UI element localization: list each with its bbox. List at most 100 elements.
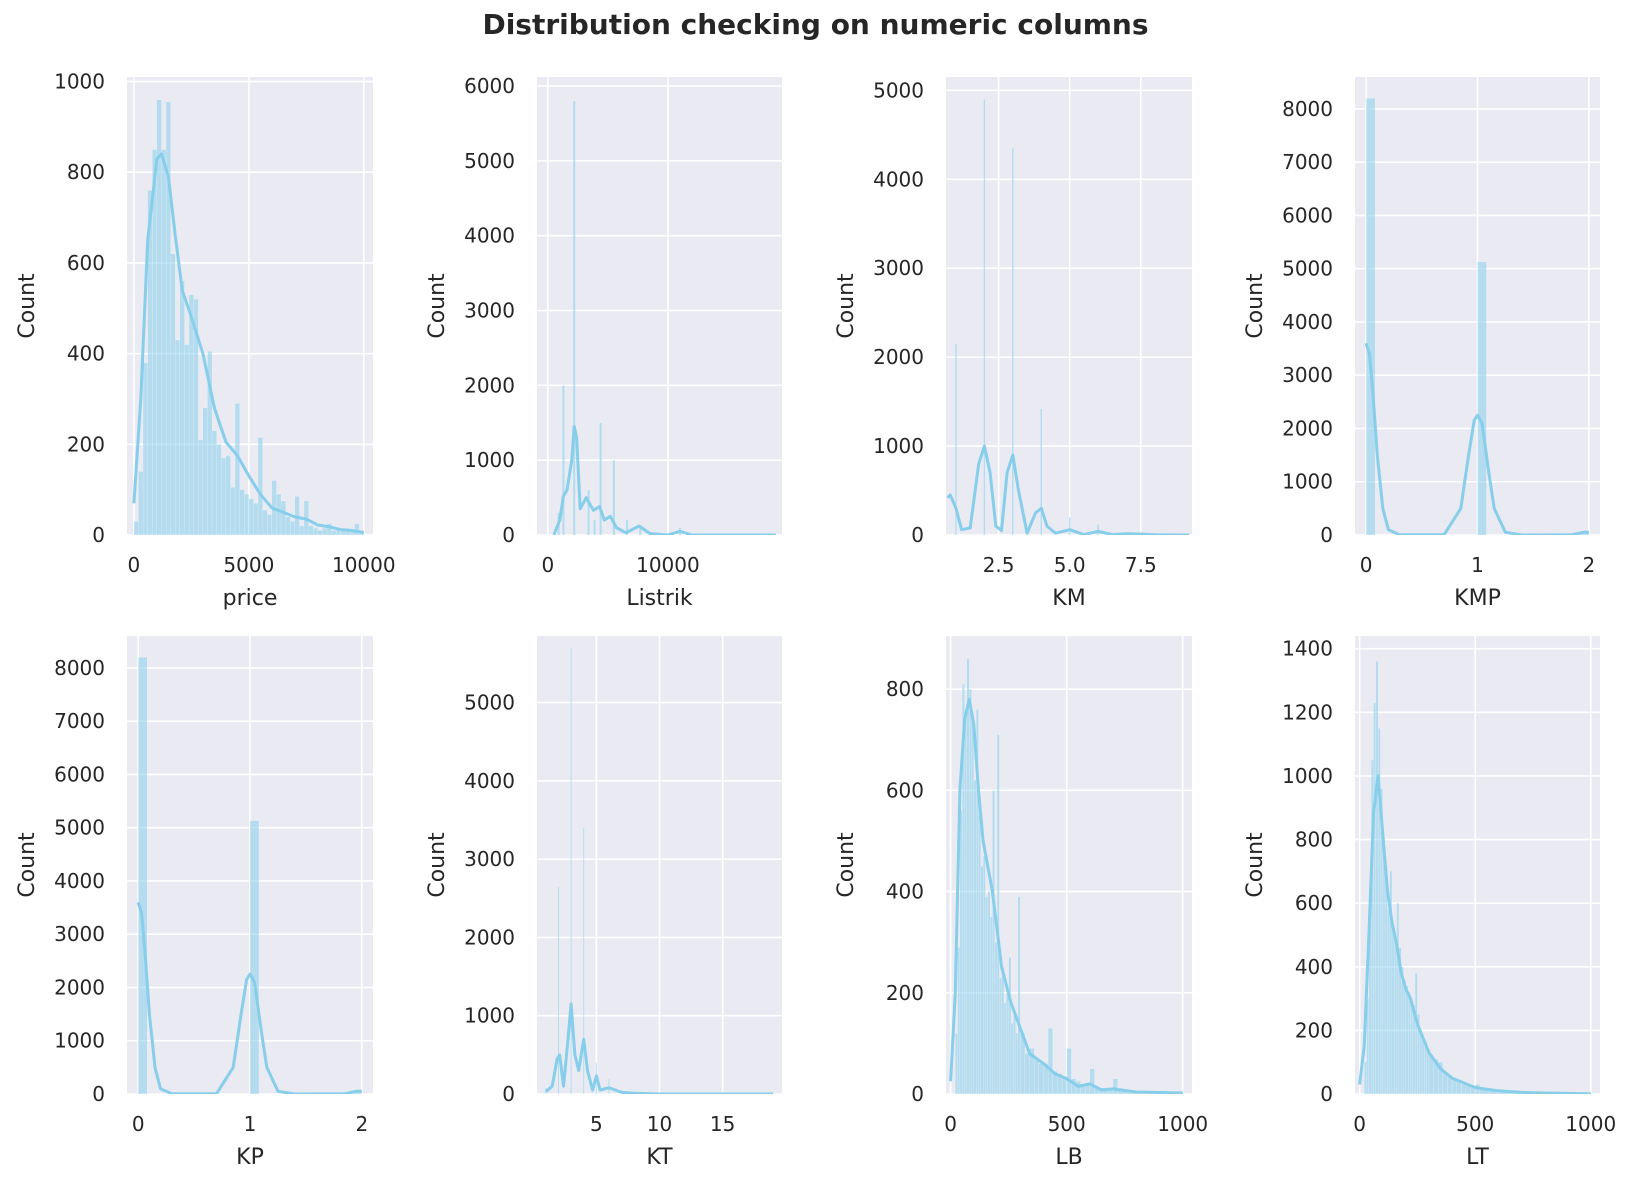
x-tick-label: 0 (1353, 1112, 1366, 1136)
y-axis-label: Count (834, 273, 859, 339)
histogram-bar (582, 827, 585, 1094)
histogram-bars (544, 647, 774, 1094)
y-tick-label: 200 (1295, 1018, 1333, 1042)
histogram-bar (969, 688, 972, 1094)
histogram-bar (253, 503, 259, 535)
histogram-bar (308, 525, 314, 535)
histogram-bar (133, 521, 139, 535)
y-tick-label: 5000 (464, 691, 515, 715)
histogram-bar (1112, 1078, 1118, 1094)
histogram-bar (989, 916, 993, 1094)
y-axis-label: Count (425, 273, 450, 339)
x-tick-label: 15 (710, 1112, 735, 1136)
histogram-bar (221, 457, 227, 535)
y-tick-label: 1000 (873, 434, 924, 458)
histogram-bar (1461, 1084, 1467, 1094)
y-tick-label: 3000 (873, 256, 924, 280)
histogram-bar (992, 790, 995, 1094)
histogram-bar (1421, 1036, 1425, 1094)
y-tick-label: 2000 (464, 925, 515, 949)
histogram-bar (161, 149, 167, 535)
y-tick-label: 1000 (464, 448, 515, 472)
histogram-bar (1477, 261, 1487, 535)
histogram-bar (1426, 1052, 1430, 1094)
y-tick-label: 400 (886, 880, 924, 904)
histogram-bar (999, 977, 1002, 1094)
y-tick-label: 6000 (54, 762, 105, 786)
histogram-bar (188, 294, 194, 535)
y-tick-label: 0 (502, 523, 515, 547)
histogram-bar (570, 647, 572, 1094)
subplot-kp: 0 1000 2000 3000 4000 5000 6000 7000 8000 0 1 2 KP Co… (15, 636, 373, 1170)
x-tick-label: 2.5 (983, 553, 1015, 577)
histogram-bar (1003, 1002, 1007, 1094)
histogram-bar (1017, 896, 1021, 1094)
x-tick-label: 0 (128, 553, 141, 577)
histogram-bar (138, 471, 144, 535)
kde-line (132, 152, 365, 535)
x-tick-label: 7.5 (1125, 553, 1157, 577)
y-tick-label: 0 (1320, 1082, 1333, 1106)
y-tick-label: 1000 (54, 70, 105, 94)
y-tick-label: 3000 (54, 922, 105, 946)
subplot-kmp: 0 1000 2000 3000 4000 5000 6000 7000 8000 0 1 2 KMP C… (1243, 77, 1600, 611)
histogram-bar (248, 498, 254, 535)
histogram-bar (249, 820, 260, 1094)
histogram-bar (1364, 1062, 1367, 1094)
histogram-bars (949, 658, 1183, 1094)
histogram-bar (978, 795, 981, 1094)
histogram-bar (175, 339, 181, 535)
histogram-bar (1097, 524, 1100, 535)
y-tick-label: 800 (67, 160, 105, 184)
y-tick-label: 800 (1295, 828, 1333, 852)
figure-title: Distribution checking on numeric columns (482, 8, 1149, 41)
x-tick-label: 2 (355, 1112, 368, 1136)
histogram-bar (593, 519, 596, 535)
histogram-bar (299, 525, 305, 535)
histogram-bar (1414, 972, 1418, 1094)
histogram-bar (1040, 408, 1043, 535)
y-axis-label: Count (834, 832, 859, 898)
histogram-bar (987, 891, 991, 1094)
y-tick-label: 6000 (1282, 203, 1333, 227)
y-tick-label: 0 (1320, 523, 1333, 547)
histogram-bar (257, 437, 263, 535)
histogram-bars (552, 100, 776, 535)
histogram-bars (946, 99, 1190, 535)
histogram-bar (1408, 992, 1411, 1094)
y-tick-label: 4000 (1282, 310, 1333, 334)
histogram-bar (202, 407, 208, 535)
histogram-bar (980, 866, 984, 1094)
y-axis-label: Count (15, 273, 40, 339)
histogram-bar (964, 709, 968, 1094)
subplot-kt: 0 1000 2000 3000 4000 5000 5 10 15 KT Count (425, 636, 782, 1170)
x-tick-label: 1 (1471, 553, 1484, 577)
y-tick-label: 7000 (1282, 150, 1333, 174)
histogram-bar (1089, 1068, 1095, 1094)
histogram-bar (280, 500, 286, 535)
histogram-bar (1394, 941, 1397, 1094)
histogram-bar (1068, 517, 1071, 535)
histogram-bar (276, 494, 282, 535)
histogram-bar (959, 810, 963, 1094)
y-tick-label: 200 (886, 981, 924, 1005)
histogram-bar (354, 523, 360, 535)
y-tick-label: 400 (67, 342, 105, 366)
histogram-bar (1424, 1046, 1427, 1094)
y-tick-label: 800 (886, 677, 924, 701)
x-axis-label: KM (1052, 586, 1085, 611)
y-tick-label: 1400 (1282, 637, 1333, 661)
x-tick-label: 500 (1048, 1112, 1086, 1136)
y-axis-label: Count (15, 832, 40, 898)
histogram-bar (313, 528, 318, 535)
histogram-bar (1396, 903, 1400, 1094)
histogram-bar (239, 489, 245, 535)
y-tick-label: 6000 (464, 74, 515, 98)
y-tick-label: 4000 (54, 869, 105, 893)
x-tick-label: 5000 (223, 553, 274, 577)
subplot-listrik: 0 1000 2000 3000 4000 5000 6000 0 10000 Listrik Co… (425, 74, 782, 611)
histogram-bar (985, 896, 988, 1094)
